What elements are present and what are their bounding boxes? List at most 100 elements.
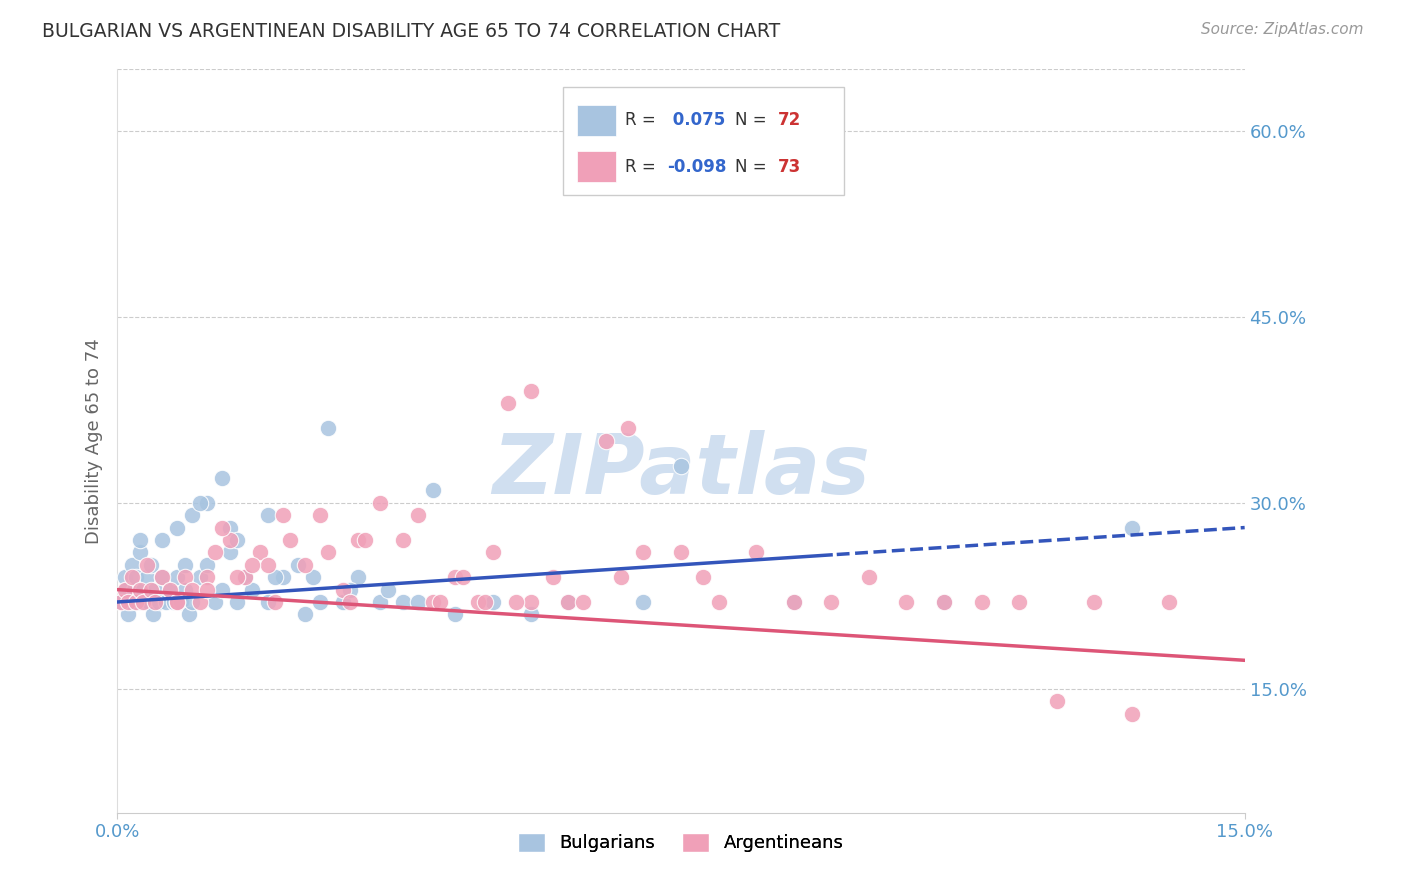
Point [135,595,157,609]
Point [148,595,170,609]
Point [181,595,204,609]
Point [451,570,474,584]
Text: -0.098: -0.098 [668,158,727,176]
Point [346,570,368,584]
Point [557,595,579,609]
Point [496,396,519,410]
Point [1083,595,1105,609]
Point [287,558,309,572]
Point [368,496,391,510]
Point [316,421,339,435]
Point [122,582,145,597]
Point [204,545,226,559]
Text: Source: ZipAtlas.com: Source: ZipAtlas.com [1201,22,1364,37]
Point [444,570,467,584]
Point [115,582,138,597]
Point [166,595,188,609]
Point [219,533,242,547]
Point [166,570,188,584]
Point [301,570,323,584]
Point [354,533,377,547]
Point [211,582,233,597]
Point [572,595,595,609]
Point [242,582,264,597]
Point [256,595,278,609]
Point [110,595,132,609]
Point [159,582,181,597]
Text: ZIPatlas: ZIPatlas [492,430,870,511]
Point [692,570,714,584]
Text: BULGARIAN VS ARGENTINEAN DISABILITY AGE 65 TO 74 CORRELATION CHART: BULGARIAN VS ARGENTINEAN DISABILITY AGE … [42,22,780,41]
Point [391,533,413,547]
Point [429,595,451,609]
Point [422,595,444,609]
Point [114,570,136,584]
Point [406,595,429,609]
Point [170,595,193,609]
Point [177,607,200,622]
Point [121,570,143,584]
Point [422,483,444,498]
Point [125,570,148,584]
Point [128,533,150,547]
Point [219,545,242,559]
Point [1046,694,1069,708]
Point [391,595,413,609]
Point [406,508,429,523]
Point [505,595,527,609]
Point [139,558,162,572]
Point [233,570,256,584]
Point [633,545,655,559]
Point [970,595,993,609]
Point [271,570,294,584]
Point [138,595,160,609]
Point [139,582,162,597]
Point [541,570,564,584]
Point [669,458,692,473]
Point [346,533,368,547]
Point [188,595,211,609]
Point [128,545,150,559]
Point [595,434,617,448]
Point [131,595,153,609]
Text: 73: 73 [778,158,801,176]
Point [143,595,166,609]
Point [617,421,640,435]
Point [316,545,339,559]
Point [896,595,918,609]
Point [332,582,354,597]
Point [136,570,159,584]
Point [181,582,204,597]
Point [219,520,242,534]
Point [155,595,177,609]
Point [132,595,155,609]
Text: 0.075: 0.075 [668,112,725,129]
Point [745,545,768,559]
Point [1121,706,1143,721]
Point [159,582,181,597]
Point [1159,595,1181,609]
Point [211,471,233,485]
Point [173,570,195,584]
Point [128,582,150,597]
Point [150,533,173,547]
Point [114,582,136,597]
Point [150,570,173,584]
Point [249,545,271,559]
Point [294,607,316,622]
Point [162,595,184,609]
Point [125,595,148,609]
Point [166,520,188,534]
Point [519,595,541,609]
Point [173,582,195,597]
Point [256,558,278,572]
Point [132,582,155,597]
Point [197,570,219,584]
Point [519,384,541,398]
Point [233,570,256,584]
Point [339,582,361,597]
Point [1008,595,1031,609]
Point [166,595,188,609]
Text: N =: N = [735,158,766,176]
Point [1121,520,1143,534]
